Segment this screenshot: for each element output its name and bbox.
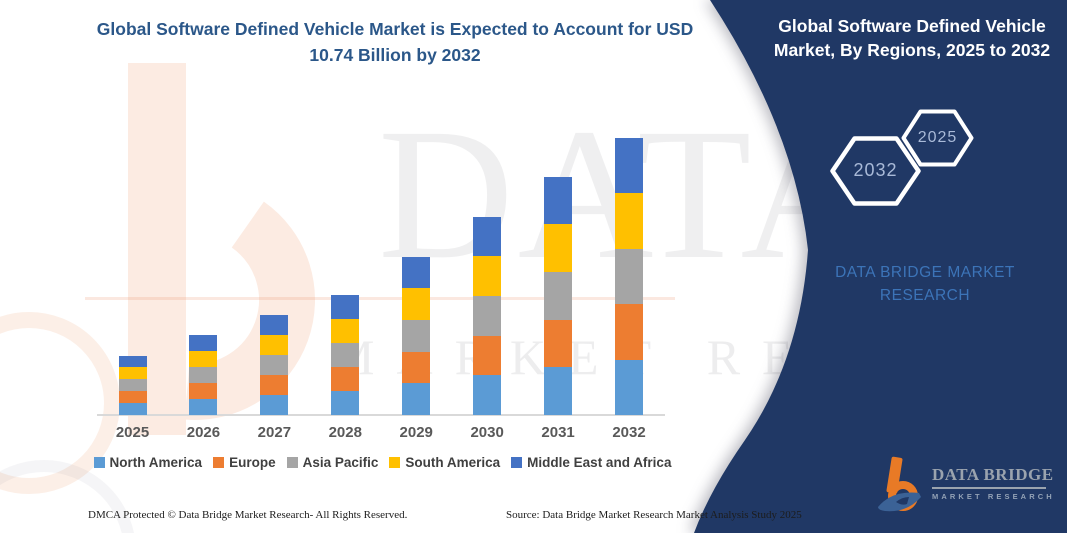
logo-subtitle: MARKET RESEARCH bbox=[932, 492, 1055, 501]
side-panel-title: Global Software Defined Vehicle Market, … bbox=[773, 16, 1051, 60]
bar-2026 bbox=[189, 335, 218, 415]
x-axis-line bbox=[97, 414, 665, 416]
x-axis-label-2027: 2027 bbox=[257, 424, 292, 441]
x-axis-label-2025: 2025 bbox=[115, 424, 150, 441]
bar-segment-north-america-2030 bbox=[473, 375, 502, 415]
bar-segment-europe-2030 bbox=[473, 335, 502, 376]
bar-segment-north-america-2025 bbox=[118, 403, 147, 415]
brand-wordmark: DATA BRIDGE MARKET RESEARCH bbox=[789, 261, 1061, 307]
bar-segment-middle-east-and-africa-2026 bbox=[189, 335, 218, 351]
bar-segment-middle-east-and-africa-2025 bbox=[118, 355, 147, 368]
logo-swoosh-cut bbox=[896, 497, 909, 505]
hexagon-2032-label: 2032 bbox=[853, 160, 898, 180]
legend-label-asia-pacific: Asia Pacific bbox=[302, 455, 379, 470]
bar-2029 bbox=[402, 256, 431, 415]
bar-segment-middle-east-and-africa-2027 bbox=[260, 314, 289, 335]
x-axis-label-2029: 2029 bbox=[399, 424, 433, 441]
hexagon-2025-label: 2025 bbox=[917, 129, 958, 146]
legend-swatch-north-america bbox=[93, 457, 105, 468]
bar-2027 bbox=[260, 314, 289, 415]
legend-item-middle-east-and-africa: Middle East and Africa bbox=[511, 455, 671, 470]
bar-segment-south-america-2029 bbox=[402, 288, 431, 320]
bar-segment-middle-east-and-africa-2032 bbox=[615, 138, 643, 194]
company-logo: DATA BRIDGE MARKET RESEARCH bbox=[876, 453, 1066, 521]
bar-segment-south-america-2028 bbox=[331, 319, 360, 343]
dmca-notice: DMCA Protected © Data Bridge Market Rese… bbox=[88, 509, 408, 521]
legend-item-south-america: South America bbox=[389, 455, 500, 470]
bar-segment-middle-east-and-africa-2029 bbox=[402, 256, 431, 289]
legend: North America Europe Asia Pacific South Ame… bbox=[90, 455, 675, 470]
bar-segment-south-america-2026 bbox=[189, 351, 218, 367]
logo-divider bbox=[932, 487, 1046, 489]
bar-segment-south-america-2030 bbox=[473, 256, 502, 296]
bar-segment-asia-pacific-2025 bbox=[118, 379, 147, 392]
legend-swatch-middle-east-and-africa bbox=[511, 457, 523, 468]
bar-segment-south-america-2032 bbox=[615, 193, 643, 249]
hexagon-2032 bbox=[830, 136, 921, 206]
legend-swatch-europe bbox=[213, 457, 225, 468]
legend-item-europe: Europe bbox=[213, 455, 276, 470]
logo-name: DATA BRIDGE bbox=[932, 465, 1054, 484]
bar-segment-asia-pacific-2030 bbox=[473, 295, 502, 336]
legend-label-south-america: South America bbox=[405, 455, 501, 470]
company-logo-icon bbox=[878, 456, 921, 512]
page-title: Global Software Defined Vehicle Market i… bbox=[96, 19, 694, 65]
bar-segment-asia-pacific-2027 bbox=[260, 354, 289, 375]
legend-label-middle-east-and-africa: Middle East and Africa bbox=[527, 455, 672, 470]
bar-segment-south-america-2027 bbox=[260, 334, 289, 355]
bar-2028 bbox=[331, 295, 360, 415]
x-axis-label-2030: 2030 bbox=[470, 424, 504, 441]
bar-segment-north-america-2027 bbox=[260, 394, 289, 415]
x-axis-label-2032: 2032 bbox=[612, 424, 646, 441]
bar-segment-europe-2029 bbox=[402, 351, 431, 384]
bar-segment-south-america-2025 bbox=[118, 367, 147, 380]
legend-item-asia-pacific: Asia Pacific bbox=[286, 455, 379, 470]
legend-label-europe: Europe bbox=[229, 455, 276, 470]
x-axis-label-2028: 2028 bbox=[328, 424, 362, 441]
bar-segment-south-america-2031 bbox=[544, 224, 573, 272]
bar-segment-europe-2028 bbox=[331, 367, 360, 391]
bar-segment-asia-pacific-2032 bbox=[615, 248, 643, 305]
logo-text-block: DATA BRIDGE MARKET RESEARCH bbox=[932, 465, 1060, 501]
bar-segment-north-america-2026 bbox=[189, 399, 218, 415]
bar-segment-asia-pacific-2026 bbox=[189, 367, 218, 383]
bar-segment-europe-2026 bbox=[189, 383, 218, 399]
bar-2032 bbox=[615, 138, 643, 415]
watermark-underline bbox=[85, 297, 675, 300]
bar-2025 bbox=[118, 355, 147, 415]
bar-segment-north-america-2028 bbox=[331, 391, 360, 415]
bar-segment-middle-east-and-africa-2030 bbox=[473, 216, 502, 257]
bar-segment-europe-2031 bbox=[544, 319, 573, 368]
source-note: Source: Data Bridge Market Research Mark… bbox=[506, 509, 802, 521]
bar-segment-asia-pacific-2031 bbox=[544, 271, 573, 320]
legend-label-north-america: North America bbox=[109, 455, 203, 470]
bar-segment-north-america-2032 bbox=[615, 359, 643, 415]
bar-segment-asia-pacific-2028 bbox=[331, 343, 360, 367]
bar-segment-north-america-2031 bbox=[544, 367, 573, 415]
bar-segment-europe-2032 bbox=[615, 304, 643, 360]
bar-segment-europe-2027 bbox=[260, 374, 289, 395]
bar-segment-middle-east-and-africa-2031 bbox=[544, 176, 573, 225]
legend-swatch-asia-pacific bbox=[286, 457, 298, 468]
hexagon-2025 bbox=[901, 109, 974, 167]
bar-segment-asia-pacific-2029 bbox=[402, 319, 431, 352]
brand-line1: DATA BRIDGE MARKET bbox=[835, 264, 1015, 281]
bar-segment-middle-east-and-africa-2028 bbox=[331, 295, 360, 319]
legend-swatch-south-america bbox=[389, 457, 401, 468]
bar-2031 bbox=[544, 176, 573, 415]
brand-line2: RESEARCH bbox=[879, 287, 971, 304]
bar-2030 bbox=[473, 216, 502, 415]
x-axis-label-2031: 2031 bbox=[541, 424, 575, 441]
side-panel-background bbox=[694, 0, 1067, 533]
bar-segment-europe-2025 bbox=[118, 391, 147, 404]
legend-item-north-america: North America bbox=[93, 455, 203, 470]
x-axis-label-2026: 2026 bbox=[186, 424, 221, 441]
bar-segment-north-america-2029 bbox=[402, 383, 431, 415]
